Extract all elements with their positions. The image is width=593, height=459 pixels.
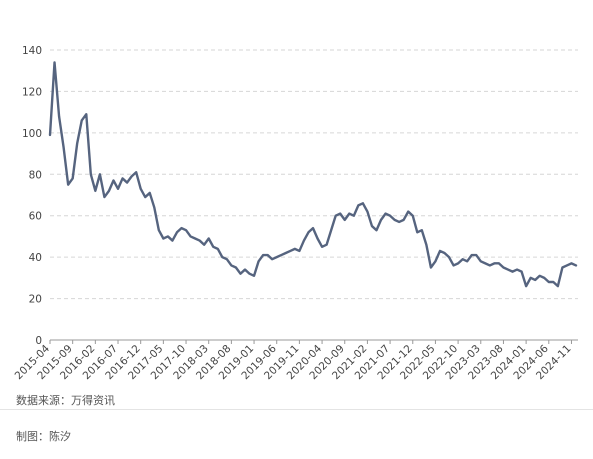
y-tick-label: 80 (29, 169, 42, 181)
y-tick-label: 0 (35, 335, 42, 347)
y-axis-ticks: 0 20 40 60 80 100 120 140 (22, 45, 42, 347)
series-group (48, 61, 578, 288)
y-tick-label: 140 (22, 45, 42, 57)
line-chart: 0 20 40 60 80 100 120 140 2015-042015-092016-02… (13, 45, 578, 380)
data-source-note: 数据来源：万得资讯 (16, 394, 115, 407)
chart-author-note: 制图：陈汐 (16, 430, 71, 443)
y-tick-label: 120 (22, 86, 42, 98)
grid-lines (50, 49, 578, 341)
footer-divider (0, 409, 593, 410)
series-line (48, 61, 578, 288)
y-tick-label: 40 (29, 252, 42, 264)
x-axis-ticks: 2015-042015-092016-022016-072016-122017-… (13, 340, 574, 380)
y-tick-label: 100 (22, 128, 42, 140)
y-tick-label: 60 (29, 211, 42, 223)
y-tick-label: 20 (29, 294, 42, 306)
